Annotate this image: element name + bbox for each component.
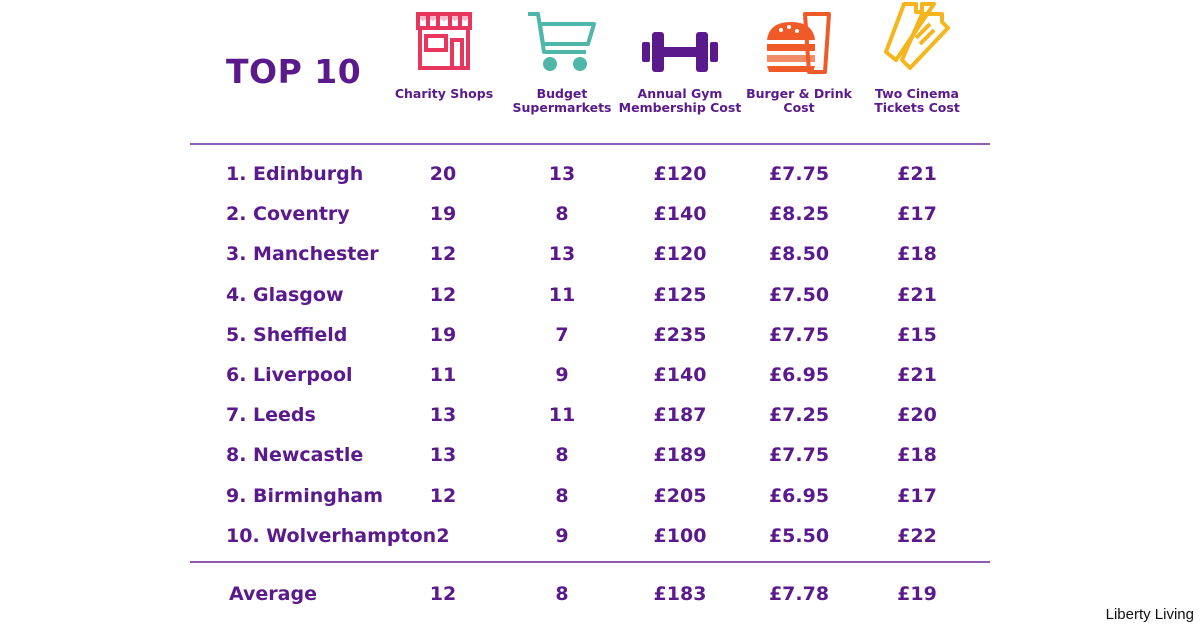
column-header-annual-gym-membership: Annual Gym Membership Cost xyxy=(615,0,745,115)
value-burger-drink: £8.50 xyxy=(768,243,830,266)
value-cinema: £18 xyxy=(897,444,937,467)
value-gym: £140 xyxy=(653,203,707,226)
average-value-burger-drink: £7.78 xyxy=(768,583,830,605)
city-name: 10. Wolverhampton xyxy=(226,524,437,547)
column-label: Budget Supermarkets xyxy=(512,86,612,115)
value-charity-shops: 13 xyxy=(429,444,457,467)
column-label: Burger & Drink Cost xyxy=(746,86,852,115)
table-row: 7. Leeds 13 11 £187 £7.25 £20 xyxy=(0,401,1200,429)
column-header-charity-shops: Charity Shops xyxy=(379,0,509,101)
value-charity-shops: 11 xyxy=(429,364,457,386)
value-budget-supermarkets: 8 xyxy=(555,444,569,467)
city-name: 9. Birmingham xyxy=(226,484,384,507)
value-budget-supermarkets: 13 xyxy=(548,163,576,185)
value-budget-supermarkets: 13 xyxy=(548,243,576,266)
value-gym: £100 xyxy=(653,524,707,547)
value-budget-supermarkets: 9 xyxy=(555,364,569,386)
value-gym: £235 xyxy=(653,323,707,346)
column-label: Charity Shops xyxy=(394,86,494,101)
value-burger-drink: £7.25 xyxy=(768,404,830,427)
column-label: Two Cinema Tickets Cost xyxy=(874,86,960,115)
value-charity-shops: 19 xyxy=(429,203,457,226)
city-name: 1. Edinburgh xyxy=(226,163,364,185)
value-cinema: £20 xyxy=(897,404,937,427)
value-gym: £189 xyxy=(653,444,707,467)
value-gym: £187 xyxy=(653,404,707,427)
dumbbell-icon xyxy=(642,32,718,72)
burger-drink-icon xyxy=(767,12,831,74)
city-name: 2. Coventry xyxy=(226,203,350,226)
city-name: 8. Newcastle xyxy=(226,444,364,467)
average-value-budget-supermarkets: 8 xyxy=(555,583,569,605)
city-name: 7. Leeds xyxy=(226,404,316,427)
table-row: 6. Liverpool 11 9 £140 £6.95 £21 xyxy=(0,361,1200,389)
average-value-gym: £183 xyxy=(653,583,707,605)
value-cinema: £21 xyxy=(897,364,937,386)
value-budget-supermarkets: 11 xyxy=(548,404,576,427)
value-cinema: £17 xyxy=(897,203,937,226)
city-name: 5. Sheffield xyxy=(226,323,348,346)
average-divider xyxy=(190,561,990,563)
average-value-charity-shops: 12 xyxy=(429,583,457,605)
value-burger-drink: £7.75 xyxy=(768,163,830,185)
value-burger-drink: £6.95 xyxy=(768,484,830,507)
city-name: 6. Liverpool xyxy=(226,364,353,386)
value-gym: £125 xyxy=(653,283,707,306)
value-budget-supermarkets: 9 xyxy=(555,524,569,547)
value-cinema: £22 xyxy=(897,524,937,547)
average-label: Average xyxy=(229,583,317,605)
value-charity-shops: 2 xyxy=(436,524,450,547)
value-budget-supermarkets: 11 xyxy=(548,283,576,306)
value-cinema: £21 xyxy=(897,283,937,306)
value-cinema: £21 xyxy=(897,163,937,185)
value-burger-drink: £7.50 xyxy=(768,283,830,306)
table-row: 2. Coventry 19 8 £140 £8.25 £17 xyxy=(0,200,1200,228)
value-charity-shops: 20 xyxy=(429,163,457,185)
value-cinema: £17 xyxy=(897,484,937,507)
header-divider xyxy=(190,143,990,145)
table-row: 3. Manchester 12 13 £120 £8.50 £18 xyxy=(0,240,1200,268)
value-charity-shops: 12 xyxy=(429,484,457,507)
value-cinema: £18 xyxy=(897,243,937,266)
column-header-cinema-tickets: Two Cinema Tickets Cost xyxy=(852,0,982,115)
value-burger-drink: £5.50 xyxy=(768,524,830,547)
table-row: 5. Sheffield 19 7 £235 £7.75 £15 xyxy=(0,321,1200,349)
average-value-cinema: £19 xyxy=(897,583,937,605)
table-row: 1. Edinburgh 20 13 £120 £7.75 £21 xyxy=(0,160,1200,188)
value-charity-shops: 12 xyxy=(429,243,457,266)
table-title: TOP 10 xyxy=(226,52,362,91)
shopping-cart-icon xyxy=(528,12,596,71)
value-cinema: £15 xyxy=(897,323,937,346)
city-name: 4. Glasgow xyxy=(226,283,344,306)
cinema-tickets-icon xyxy=(884,2,950,70)
value-gym: £120 xyxy=(653,243,707,266)
table-row: 4. Glasgow 12 11 £125 £7.50 £21 xyxy=(0,281,1200,309)
value-burger-drink: £7.75 xyxy=(768,323,830,346)
value-burger-drink: £7.75 xyxy=(768,444,830,467)
value-charity-shops: 13 xyxy=(429,404,457,427)
table-row: 8. Newcastle 13 8 £189 £7.75 £18 xyxy=(0,441,1200,469)
value-budget-supermarkets: 7 xyxy=(555,323,569,346)
value-gym: £205 xyxy=(653,484,707,507)
value-burger-drink: £6.95 xyxy=(768,364,830,386)
value-charity-shops: 19 xyxy=(429,323,457,346)
watermark-credit: Liberty Living xyxy=(1105,606,1194,623)
column-header-budget-supermarkets: Budget Supermarkets xyxy=(497,0,627,115)
value-burger-drink: £8.25 xyxy=(768,203,830,226)
table-row: 9. Birmingham 12 8 £205 £6.95 £17 xyxy=(0,482,1200,510)
column-header-burger-drink: Burger & Drink Cost xyxy=(734,0,864,115)
value-gym: £140 xyxy=(653,364,707,386)
value-budget-supermarkets: 8 xyxy=(555,203,569,226)
average-row: Average 12 8 £183 £7.78 £19 xyxy=(0,580,1200,608)
city-name: 3. Manchester xyxy=(226,243,379,266)
table-row: 10. Wolverhampton 2 9 £100 £5.50 £22 xyxy=(0,522,1200,550)
value-budget-supermarkets: 8 xyxy=(555,484,569,507)
column-label: Annual Gym Membership Cost xyxy=(618,86,742,115)
value-gym: £120 xyxy=(653,163,707,185)
storefront-icon xyxy=(416,12,472,70)
value-charity-shops: 12 xyxy=(429,283,457,306)
